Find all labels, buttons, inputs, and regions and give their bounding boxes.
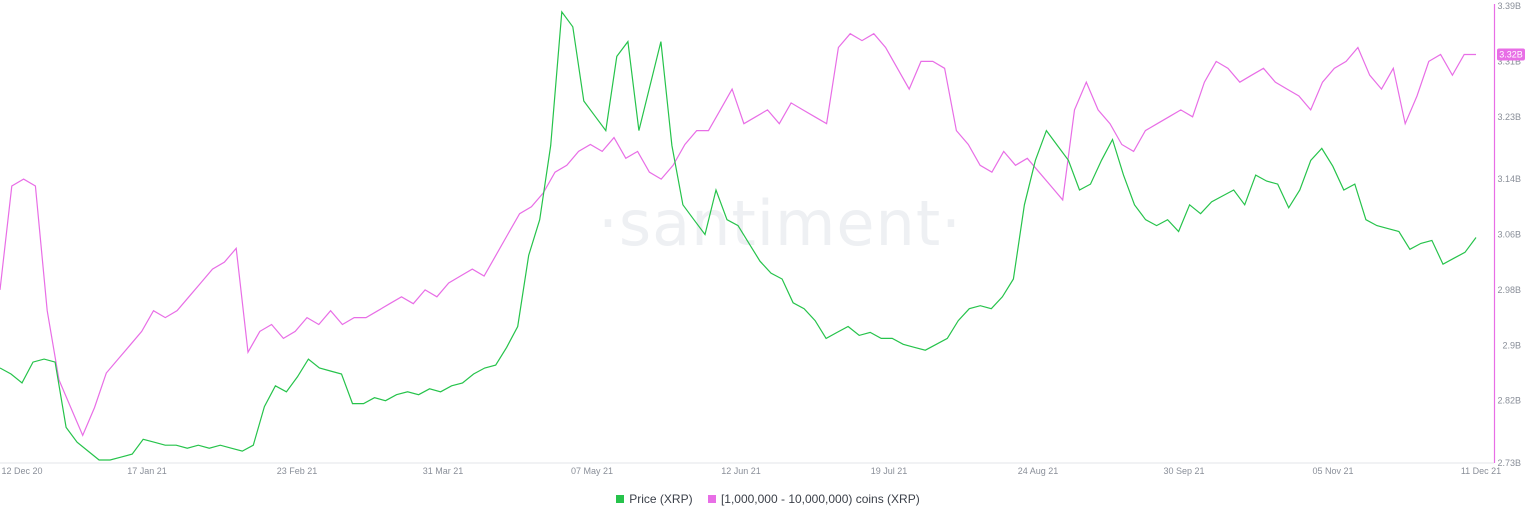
legend-item-holders[interactable]: [1,000,000 - 10,000,000) coins (XRP) [707,492,920,506]
y-tick-label: 3.06B [1497,230,1521,240]
line-chart: ·santiment· 12 Dec 20 17 Jan 21 23 Feb 21 3… [0,1,1525,476]
last-value-badge-bg [1497,48,1525,61]
legend-swatch-price [616,495,625,503]
y-tick-label: 2.98B [1497,285,1521,295]
legend-label-holders: [1,000,000 - 10,000,000) coins (XRP) [720,492,920,506]
y-tick-label: 3.14B [1497,174,1521,184]
y-tick-label: 2.82B [1497,396,1521,406]
y-tick-label: 3.31B [1497,56,1521,66]
series-line-holders [0,32,1476,437]
y-axis-ticks: 3.39B 3.31B 3.23B 3.14B 3.06B 2.98B 2.9B 2.82B 2… [1497,1,1521,468]
x-tick-label: 12 Jun 21 [721,466,761,476]
x-tick-label: 17 Jan 21 [127,466,167,476]
legend-swatch-holders [707,495,716,503]
last-value-badge-text: 3.32B [1499,49,1523,59]
x-axis-ticks: 12 Dec 20 17 Jan 21 23 Feb 21 31 Mar 21 07 M… [1,466,1501,476]
legend-label-price: Price (XRP) [629,492,693,506]
x-tick-label: 07 May 21 [571,466,613,476]
x-tick-label: 19 Jul 21 [871,466,908,476]
legend: Price (XRP) [1,000,000 - 10,000,000) coi… [0,492,1536,506]
series-line-price [0,10,1477,461]
x-tick-label: 05 Nov 21 [1312,466,1353,476]
watermark: ·santiment· [598,187,962,260]
y-tick-label: 3.23B [1497,112,1521,122]
x-tick-label: 11 Dec 21 [1461,466,1501,476]
x-tick-label: 30 Sep 21 [1163,466,1204,476]
y-tick-label: 2.9B [1502,340,1521,350]
x-tick-label: 24 Aug 21 [1018,466,1059,476]
x-tick-label: 23 Feb 21 [277,466,318,476]
y-tick-label: 2.73B [1497,458,1521,468]
x-tick-label: 12 Dec 20 [1,466,42,476]
y-tick-label: 3.39B [1497,1,1521,11]
x-tick-label: 31 Mar 21 [423,466,464,476]
last-value-badge: 3.32B [1497,48,1525,61]
legend-item-price[interactable]: Price (XRP) [616,492,693,506]
